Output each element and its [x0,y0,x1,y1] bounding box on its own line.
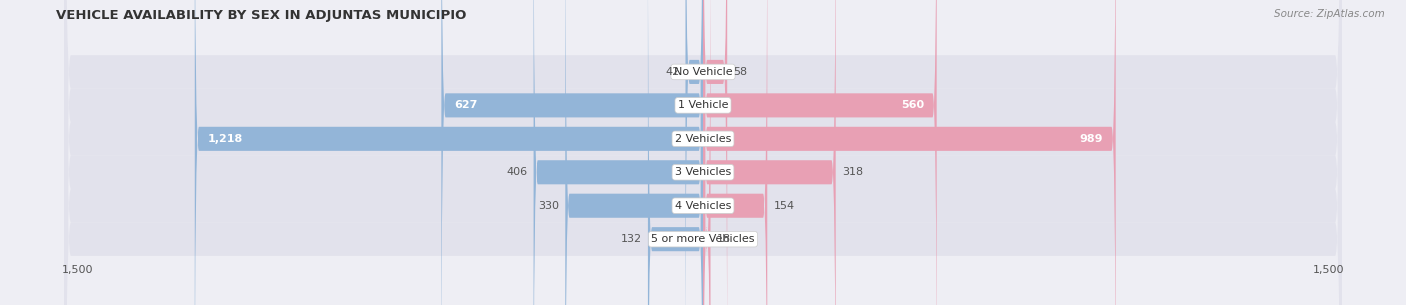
FancyBboxPatch shape [65,0,1341,305]
Text: 42: 42 [665,67,679,77]
Text: VEHICLE AVAILABILITY BY SEX IN ADJUNTAS MUNICIPIO: VEHICLE AVAILABILITY BY SEX IN ADJUNTAS … [56,9,467,22]
Text: 154: 154 [773,201,794,211]
Text: 5 or more Vehicles: 5 or more Vehicles [651,234,755,244]
FancyBboxPatch shape [65,0,1341,305]
FancyBboxPatch shape [703,0,1116,305]
Text: 330: 330 [538,201,560,211]
Text: 627: 627 [454,100,477,110]
FancyBboxPatch shape [703,0,727,305]
FancyBboxPatch shape [534,0,703,305]
Text: 132: 132 [620,234,641,244]
Text: 3 Vehicles: 3 Vehicles [675,167,731,177]
Text: 560: 560 [901,100,924,110]
FancyBboxPatch shape [195,0,703,305]
Text: No Vehicle: No Vehicle [673,67,733,77]
FancyBboxPatch shape [441,0,703,305]
FancyBboxPatch shape [703,0,768,305]
Text: 2 Vehicles: 2 Vehicles [675,134,731,144]
FancyBboxPatch shape [703,0,936,305]
Text: 58: 58 [734,67,748,77]
FancyBboxPatch shape [686,0,703,305]
FancyBboxPatch shape [65,0,1341,305]
FancyBboxPatch shape [565,0,703,305]
Text: 1 Vehicle: 1 Vehicle [678,100,728,110]
FancyBboxPatch shape [703,0,835,305]
Text: 989: 989 [1080,134,1104,144]
Text: 18: 18 [717,234,731,244]
FancyBboxPatch shape [65,0,1341,305]
Text: 406: 406 [506,167,527,177]
FancyBboxPatch shape [65,0,1341,305]
Text: 4 Vehicles: 4 Vehicles [675,201,731,211]
FancyBboxPatch shape [65,0,1341,305]
Text: 318: 318 [842,167,863,177]
Text: Source: ZipAtlas.com: Source: ZipAtlas.com [1274,9,1385,19]
FancyBboxPatch shape [648,0,703,305]
FancyBboxPatch shape [703,0,710,305]
Text: 1,218: 1,218 [207,134,243,144]
